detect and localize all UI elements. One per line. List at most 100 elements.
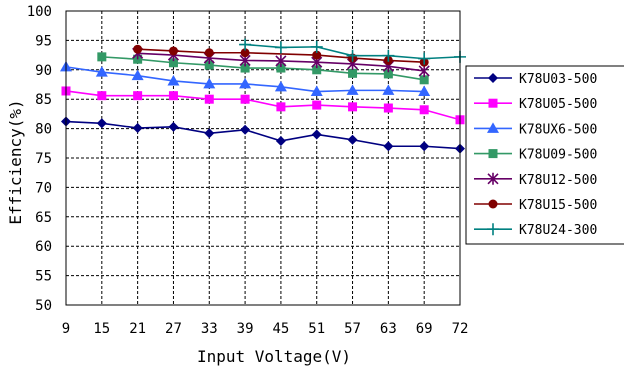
- x-tick-label: 9: [62, 321, 70, 337]
- series-line: [137, 48, 425, 63]
- data-point: [419, 105, 429, 115]
- legend-marker: [487, 172, 499, 185]
- legend-item: K78U15-500: [474, 198, 597, 213]
- data-point: [346, 49, 359, 62]
- y-tick-label: 75: [35, 151, 52, 167]
- y-tick-label: 65: [35, 210, 52, 226]
- legend-label: K78U15-500: [519, 198, 597, 213]
- legend-item: K78U09-500: [474, 148, 597, 163]
- legend-marker: [488, 73, 498, 83]
- y-tick-label: 60: [35, 239, 52, 255]
- data-point: [168, 121, 179, 132]
- data-point: [240, 124, 251, 135]
- y-tick-label: 70: [35, 180, 52, 196]
- legend-label: K78U24-300: [519, 223, 597, 238]
- data-point: [239, 77, 252, 89]
- data-point: [131, 69, 144, 81]
- legend-label: K78U09-500: [519, 148, 597, 163]
- data-point: [97, 52, 107, 62]
- data-point: [310, 85, 323, 97]
- y-axis-title: Efficiency(%): [6, 99, 25, 224]
- x-tick-label: 33: [201, 321, 218, 337]
- data-point: [132, 123, 143, 134]
- x-tick-label: 51: [308, 321, 325, 337]
- data-point: [168, 91, 178, 101]
- data-point: [275, 135, 286, 146]
- legend-item: K78U05-500: [474, 97, 597, 112]
- grid-lines: [65, 10, 461, 306]
- x-tick-label: 27: [165, 321, 182, 337]
- y-tick-label: 55: [35, 269, 52, 285]
- data-point: [312, 65, 322, 75]
- x-tick-label: 57: [344, 321, 361, 337]
- data-point: [240, 63, 250, 73]
- data-point: [95, 66, 108, 77]
- tick-labels: 50 55 60 65 70 75 80 85 90 95 100 9 15 21 27 33 39 45 51 57…: [27, 4, 469, 337]
- data-point: [310, 40, 323, 53]
- data-point: [275, 54, 287, 67]
- legend-marker: [488, 149, 498, 159]
- data-point: [204, 94, 214, 104]
- data-point: [419, 75, 429, 85]
- y-tick-label: 80: [35, 122, 52, 138]
- data-point: [133, 91, 143, 101]
- legend: K78U03-500 K78U05-500 K78UX6-500 K78U09-500…: [465, 65, 624, 245]
- x-tick-label: 15: [93, 321, 110, 337]
- legend-item: K78U03-500: [474, 72, 597, 87]
- data-point: [346, 84, 359, 95]
- y-tick-label: 90: [35, 63, 52, 79]
- data-point: [312, 50, 322, 60]
- legend-marker: [487, 122, 499, 133]
- data-point: [240, 94, 250, 104]
- series-line: [65, 90, 461, 121]
- data-point: [274, 80, 287, 92]
- data-point: [276, 102, 286, 112]
- data-point: [204, 60, 214, 70]
- y-tick-label: 95: [35, 33, 52, 49]
- legend-marker: [487, 223, 499, 236]
- data-point: [348, 68, 358, 78]
- x-tick-label: 69: [416, 321, 433, 337]
- series-line: [65, 120, 461, 150]
- data-point: [240, 48, 250, 58]
- x-tick-label: 63: [380, 321, 397, 337]
- data-point: [276, 63, 286, 73]
- series-k78u03-500: [61, 116, 465, 154]
- data-point: [239, 38, 252, 51]
- legend-label: K78U05-500: [519, 97, 597, 112]
- data-point: [203, 77, 216, 89]
- data-point: [312, 100, 322, 110]
- legend-marker: [488, 98, 498, 108]
- data-point: [167, 74, 180, 86]
- series-k78ux6-500: [60, 60, 431, 97]
- data-point: [418, 64, 430, 77]
- plot-area-frame: [65, 10, 461, 306]
- legend-item: K78U24-300: [474, 223, 597, 238]
- data-point: [168, 46, 178, 56]
- data-point: [383, 103, 393, 113]
- legend-item: K78U12-500: [474, 172, 597, 188]
- series-line: [101, 56, 425, 81]
- series-k78u05-500: [61, 86, 465, 125]
- data-point: [382, 49, 395, 62]
- data-point: [419, 141, 430, 152]
- series-k78u09-500: [97, 52, 429, 85]
- data-point: [96, 118, 107, 129]
- data-point: [204, 48, 214, 58]
- data-point: [97, 91, 107, 101]
- legend-item: K78UX6-500: [474, 122, 597, 137]
- data-point: [418, 85, 431, 97]
- data-point: [274, 41, 287, 54]
- data-point: [418, 52, 431, 65]
- data-point: [383, 141, 394, 152]
- legend-items: K78U03-500 K78U05-500 K78UX6-500 K78U09-500…: [474, 72, 597, 238]
- y-tick-label: 85: [35, 92, 52, 108]
- data-point: [168, 58, 178, 68]
- y-tick-label: 50: [35, 298, 52, 314]
- legend-label: K78UX6-500: [519, 122, 597, 137]
- series-layer: [60, 38, 466, 154]
- x-axis-title: Input Voltage(V): [197, 347, 351, 366]
- x-tick-label: 72: [452, 321, 469, 337]
- data-point: [133, 44, 143, 54]
